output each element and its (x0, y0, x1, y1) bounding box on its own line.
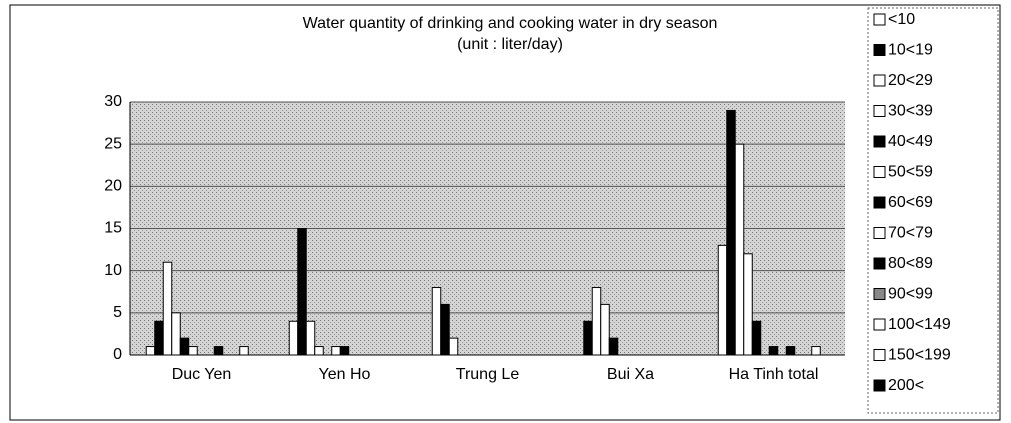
legend-label: 50<59 (888, 164, 933, 181)
bar (188, 346, 198, 356)
bar (145, 346, 156, 356)
bar (305, 320, 316, 356)
legend-label: <10 (888, 11, 915, 28)
legend-label: 100<149 (888, 316, 951, 333)
bar (314, 346, 324, 356)
y-tick-label: 5 (113, 304, 122, 321)
y-tick-label: 10 (104, 262, 122, 279)
bar (726, 109, 736, 356)
y-tick-label: 20 (104, 178, 122, 195)
legend-swatch (873, 166, 886, 178)
legend-swatch (873, 257, 886, 270)
bar (339, 346, 350, 356)
bar (239, 346, 249, 356)
legend-label: 150<199 (888, 347, 951, 364)
bar (734, 143, 745, 356)
legend-label: 30<39 (888, 103, 933, 120)
bar (608, 337, 619, 356)
legend-swatch (873, 288, 886, 300)
bar (717, 244, 728, 356)
legend-swatch (873, 44, 886, 56)
bar (331, 346, 341, 356)
chart-title: Water quantity of drinking and cooking w… (303, 15, 718, 32)
x-tick-label: Bui Xa (607, 366, 654, 383)
legend-label: 60<69 (888, 194, 933, 211)
bar (743, 253, 753, 356)
legend-label: 90<99 (888, 286, 933, 303)
bar (154, 320, 164, 356)
legend-label: 10<19 (888, 42, 933, 59)
bar (600, 303, 610, 356)
x-tick-label: Yen Ho (319, 366, 371, 383)
bar (431, 287, 442, 356)
bar (785, 346, 796, 356)
bar (171, 312, 181, 356)
x-tick-label: Ha Tinh total (729, 366, 819, 383)
legend-label: 80<89 (888, 255, 933, 272)
legend-swatch (873, 349, 886, 361)
legend-label: 200< (888, 377, 924, 394)
bar (162, 261, 173, 356)
legend-swatch (873, 318, 886, 331)
legend (867, 7, 999, 414)
bar (440, 303, 450, 356)
bar (768, 346, 779, 356)
y-tick-label: 30 (104, 93, 122, 110)
legend-label: 40<49 (888, 133, 933, 150)
legend-swatch (873, 135, 886, 148)
legend-swatch (873, 196, 886, 209)
y-tick-label: 0 (113, 346, 122, 363)
bar (751, 320, 762, 356)
legend-swatch (873, 74, 886, 87)
bar (288, 320, 299, 356)
bar (179, 337, 190, 356)
x-tick-label: Duc Yen (172, 366, 232, 383)
legend-label: 20<29 (888, 72, 933, 89)
bar (297, 228, 307, 356)
legend-swatch (873, 13, 886, 26)
y-tick-label: 15 (104, 220, 122, 237)
bar (811, 346, 821, 356)
legend-swatch (873, 227, 886, 239)
x-tick-label: Trung Le (456, 366, 520, 383)
chart-subtitle: (unit : liter/day) (457, 36, 563, 53)
legend-label: 70<79 (888, 225, 933, 242)
bar (591, 287, 602, 356)
legend-swatch (873, 105, 886, 117)
bar (583, 320, 593, 356)
bar (213, 346, 224, 356)
y-tick-label: 25 (104, 135, 122, 152)
bar (448, 337, 459, 356)
legend-swatch (873, 379, 886, 392)
